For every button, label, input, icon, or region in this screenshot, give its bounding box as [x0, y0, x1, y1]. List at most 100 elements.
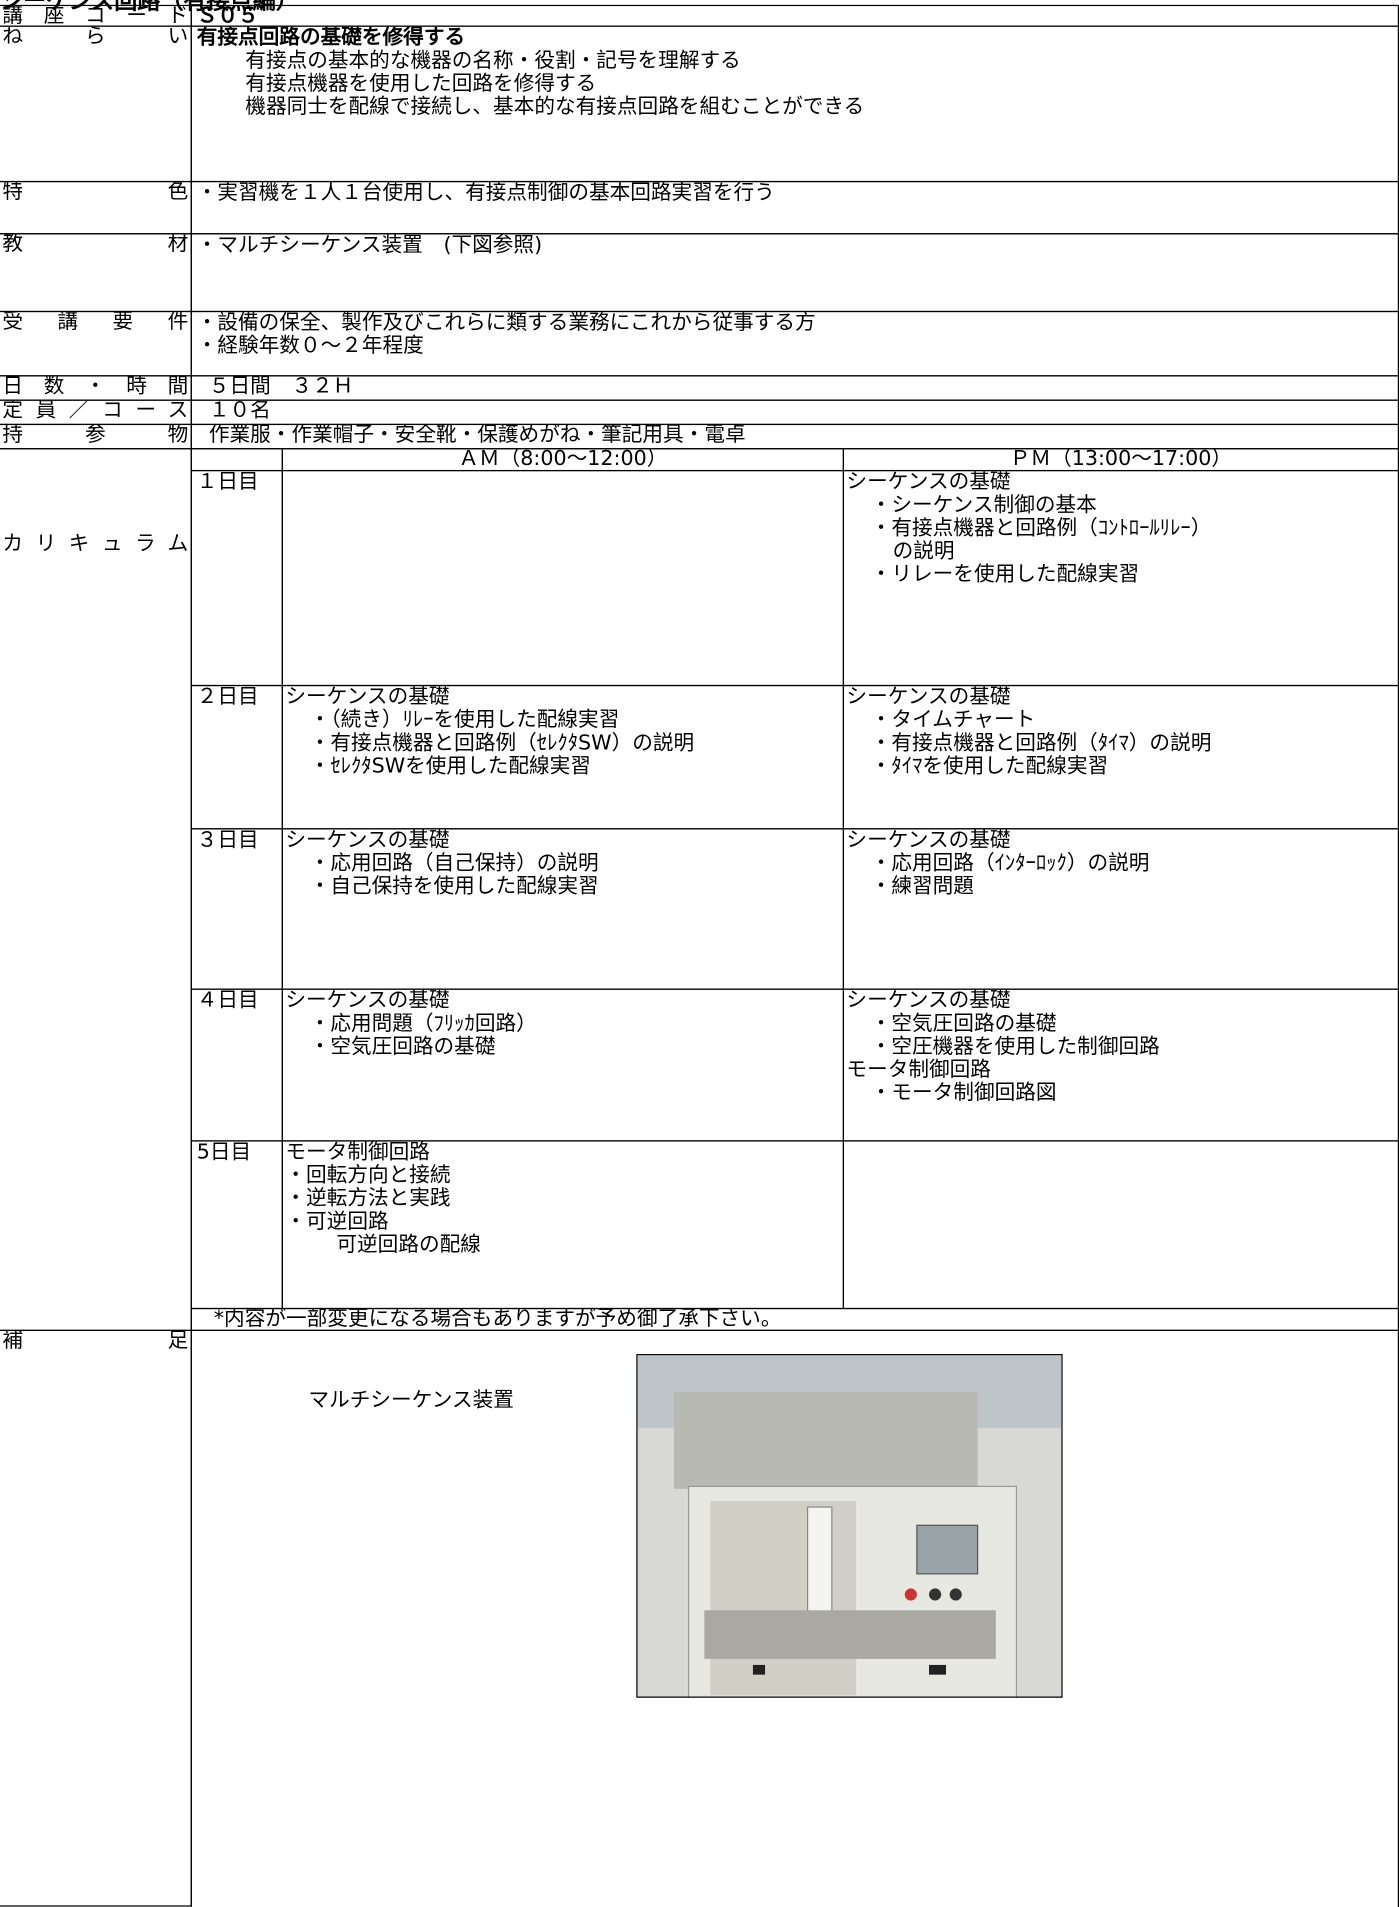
day-cell: 5日目	[190, 1140, 283, 1310]
header-blank	[190, 448, 283, 472]
curriculum-line: 可逆回路の配線	[336, 1232, 481, 1257]
day-cell: ２日目	[190, 684, 283, 830]
day-label: ３日目	[196, 828, 259, 853]
day-cell: ３日目	[190, 828, 283, 990]
curriculum-line: ・シーケンス制御の基本	[870, 493, 1097, 518]
curriculum-label: カリキュラム	[0, 448, 192, 1331]
value-line: Ｓ０５	[196, 4, 259, 27]
value-line: ５日間 ３２Ｈ	[208, 375, 354, 399]
label-text: 補足	[2, 1329, 189, 1353]
am-cell: シーケンスの基礎 ・応用回路（自己保持）の説明 ・自己保持を使用した配線実習	[281, 828, 845, 990]
curriculum-line: ・タイムチャート	[870, 707, 1036, 733]
label-text: 定員／コース	[2, 399, 189, 423]
curriculum-line: ・空気圧回路の基礎	[870, 1011, 1057, 1036]
value-line: ・経験年数０～２年程度	[196, 333, 424, 359]
row-value: ・設備の保全、製作及びこれらに類する業務にこれから従事する方 ・経験年数０～２年程…	[190, 310, 1399, 377]
curriculum-line: ・有接点機器と回路例（ﾀｲﾏ）の説明	[870, 731, 1212, 756]
day-cell: １日目	[190, 469, 283, 687]
photo	[636, 1354, 1063, 1698]
pm-cell: シーケンスの基礎 ・応用回路（ｲﾝﾀｰﾛｯｸ）の説明 ・練習問題	[842, 828, 1399, 990]
curriculum-line: シーケンスの基礎	[846, 469, 1011, 495]
note-text: *内容が一部変更になる場合もありますが予め御了承下さい。	[213, 1307, 782, 1331]
curriculum-line: ・練習問題	[870, 874, 974, 899]
supplement-value: マルチシーケンス装置	[190, 1329, 1399, 1907]
label-text: 特色	[2, 180, 189, 205]
row-label: 特色	[0, 180, 192, 235]
row-label: 日数・時間	[0, 375, 192, 401]
curriculum-line: シーケンスの基礎	[285, 988, 450, 1013]
curriculum-line: ・回転方向と接続	[285, 1163, 451, 1188]
value-line: 有接点機器を使用した回路を修得する	[245, 71, 597, 96]
label-text: 講座コード	[2, 4, 189, 27]
supplement-label: 補足	[0, 1329, 192, 1907]
am-cell	[281, 469, 845, 687]
day-cell: ４日目	[190, 988, 283, 1142]
curriculum-line: ・応用回路（自己保持）の説明	[309, 851, 599, 876]
row-label: ねらい	[0, 25, 192, 183]
am-header: ＡＭ（8:00～12:00）	[281, 448, 845, 472]
am-cell: シーケンスの基礎 ・（続き）ﾘﾚｰを使用した配線実習 ・有接点機器と回路例（ｾﾚｸﾀ…	[281, 684, 845, 830]
curriculum-line: シーケンスの基礎	[846, 988, 1011, 1013]
am-cell: モータ制御回路 ・回転方向と接続 ・逆転方法と実践 ・可逆回路 可逆回路の配線	[281, 1140, 845, 1310]
label-text: 受講要件	[2, 310, 189, 334]
pm-header-text: ＰＭ（13:00～17:00）	[1009, 448, 1232, 472]
curriculum-line: ・自己保持を使用した配線実習	[309, 874, 599, 899]
caption: マルチシーケンス装置	[308, 1388, 514, 1413]
am-cell: シーケンスの基礎 ・応用問題（ﾌﾘｯｶ回路） ・空気圧回路の基礎	[281, 988, 845, 1142]
row-label: 教材	[0, 233, 192, 313]
pm-cell: シーケンスの基礎 ・タイムチャート ・有接点機器と回路例（ﾀｲﾏ）の説明 ・ﾀｲﾏを使…	[842, 684, 1399, 830]
note-cell: *内容が一部変更になる場合もありますが予め御了承下さい。	[190, 1307, 1399, 1331]
curriculum-line: モータ制御回路	[846, 1057, 991, 1083]
row-value: ・実習機を１人１台使用し、有接点制御の基本回路実習を行う	[190, 180, 1399, 235]
value-line: 有接点回路の基礎を修得する	[196, 25, 466, 50]
label-text: カリキュラム	[2, 531, 189, 557]
day-label: ２日目	[196, 684, 259, 710]
row-value: 作業服・作業帽子・安全靴・保護めがね・筆記用具・電卓	[190, 423, 1399, 450]
label-text: 教材	[2, 233, 189, 257]
value-line: ・設備の保全、製作及びこれらに類する業務にこれから従事する方	[196, 310, 816, 336]
label-text: 持参物	[2, 423, 189, 447]
photo-image	[637, 1355, 1062, 1697]
day-label: ４日目	[196, 988, 259, 1013]
curriculum-line: モータ制御回路	[285, 1140, 430, 1165]
day-label: 5日目	[196, 1140, 252, 1165]
row-value: Ｓ０５	[190, 4, 1399, 27]
value-line: 作業服・作業帽子・安全靴・保護めがね・筆記用具・電卓	[208, 423, 746, 447]
curriculum-line: ・空気圧回路の基礎	[309, 1034, 496, 1059]
value-line: 機器同士を配線で接続し、基本的な有接点回路を組むことができる	[245, 94, 865, 120]
row-label: 持参物	[0, 423, 192, 450]
curriculum-line: ・ﾀｲﾏを使用した配線実習	[870, 754, 1109, 779]
row-value: １０名	[190, 399, 1399, 426]
curriculum-line: シーケンスの基礎	[285, 684, 450, 710]
curriculum-line: シーケンスの基礎	[846, 828, 1011, 853]
pm-cell: シーケンスの基礎 ・シーケンス制御の基本 ・有接点機器と回路例（ｺﾝﾄﾛｰﾙﾘﾚｰ）…	[842, 469, 1399, 687]
curriculum-line: ・有接点機器と回路例（ｾﾚｸﾀSW）の説明	[309, 731, 695, 756]
curriculum-line: ・逆転方法と実践	[285, 1186, 451, 1211]
row-label: 講座コード	[0, 4, 192, 27]
value-line: １０名	[208, 399, 271, 423]
curriculum-line: ・ｾﾚｸﾀSWを使用した配線実習	[309, 754, 591, 779]
title: シーケンス回路（有接点編）	[0, 0, 299, 15]
label-text: ねらい	[2, 25, 189, 49]
value-line: 有接点の基本的な機器の名称・役割・記号を理解する	[245, 48, 741, 73]
curriculum-line: ・リレーを使用した配線実習	[870, 562, 1140, 587]
pm-cell: シーケンスの基礎 ・空気圧回路の基礎 ・空圧機器を使用した制御回路 モータ制御回路 ・モ…	[842, 988, 1399, 1142]
pm-cell	[842, 1140, 1399, 1310]
row-label: 定員／コース	[0, 399, 192, 426]
row-label: 受講要件	[0, 310, 192, 377]
curriculum-line: シーケンスの基礎	[846, 684, 1011, 710]
curriculum-line: の説明	[892, 539, 955, 564]
am-header-text: ＡＭ（8:00～12:00）	[458, 448, 668, 472]
pm-header: ＰＭ（13:00～17:00）	[842, 448, 1399, 472]
label-text: 日数・時間	[2, 375, 189, 399]
row-value: ５日間 ３２Ｈ	[190, 375, 1399, 401]
curriculum-line: シーケンスの基礎	[285, 828, 450, 853]
curriculum-line: ・可逆回路	[285, 1209, 389, 1234]
curriculum-line: ・応用回路（ｲﾝﾀｰﾛｯｸ）の説明	[870, 851, 1150, 876]
value-line: ・マルチシーケンス装置 (下図参照)	[196, 233, 543, 258]
value-line: ・実習機を１人１台使用し、有接点制御の基本回路実習を行う	[196, 180, 775, 206]
curriculum-line: ・有接点機器と回路例（ｺﾝﾄﾛｰﾙﾘﾚｰ）	[870, 516, 1212, 541]
curriculum-line: ・モータ制御回路図	[870, 1080, 1057, 1106]
